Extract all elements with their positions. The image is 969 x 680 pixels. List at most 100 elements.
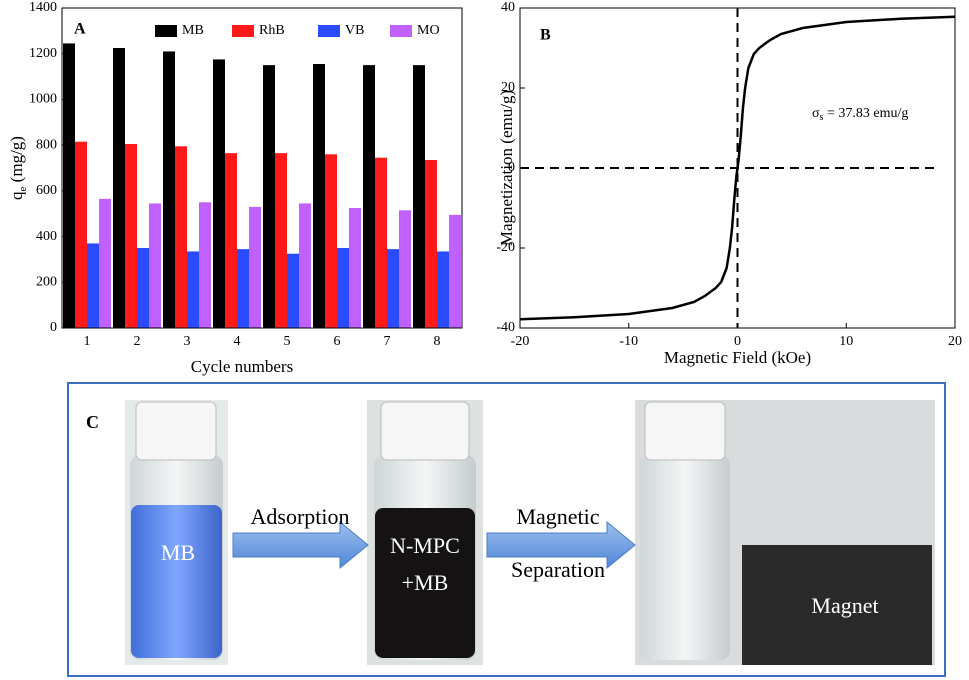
bar	[199, 202, 211, 328]
bar	[249, 206, 261, 328]
bar	[187, 251, 199, 328]
bar	[213, 59, 225, 329]
bar	[225, 153, 237, 328]
y-tick-label: 1400	[29, 0, 57, 15]
arrow	[232, 520, 369, 570]
cap	[135, 401, 217, 461]
y-tick-label: 40	[501, 0, 515, 15]
y-axis-label-part: q	[7, 191, 26, 200]
legend-label: MO	[417, 23, 440, 38]
annotation-sub: s	[820, 112, 824, 123]
bar	[437, 251, 449, 328]
liquid	[375, 508, 475, 658]
bar	[337, 248, 349, 328]
arrow-label: Adsorption	[251, 504, 350, 529]
legend-swatch	[318, 25, 340, 37]
magnet-block	[742, 545, 932, 665]
x-tick-label: 6	[334, 334, 341, 349]
y-tick-label: 800	[36, 137, 57, 152]
x-tick-label: 20	[948, 334, 962, 349]
bar	[149, 203, 161, 328]
legend-label: VB	[345, 23, 364, 38]
bar	[387, 249, 399, 328]
panel-label: B	[540, 27, 551, 44]
legend-label: MB	[182, 23, 204, 38]
data-line	[519, 15, 956, 321]
bar	[99, 198, 111, 328]
bar	[113, 48, 125, 328]
annotation: σs = 37.83 emu/g	[812, 106, 908, 123]
y-axis-label: qe (mg/g)	[7, 136, 29, 200]
y-tick-label: 20	[501, 80, 515, 95]
y-axis-label-part: (mg/g)	[7, 136, 26, 187]
x-axis-label: Magnetic Field (kOe)	[664, 348, 811, 367]
bar	[299, 203, 311, 328]
x-axis-label: Cycle numbers	[191, 357, 293, 376]
bar	[413, 65, 425, 329]
x-tick-label: 0	[734, 334, 741, 349]
bar	[287, 253, 299, 328]
cap	[380, 401, 470, 461]
x-tick-label: 2	[134, 334, 141, 349]
y-tick-label: 600	[36, 183, 57, 198]
vial-label: MB	[161, 540, 195, 565]
bar	[275, 153, 287, 328]
bar	[75, 141, 87, 328]
bar	[313, 64, 325, 328]
legend-swatch	[155, 25, 177, 37]
cap	[644, 401, 726, 461]
bar	[425, 160, 437, 328]
bar	[87, 243, 99, 328]
vial	[640, 455, 730, 660]
y-tick-label: 1000	[29, 92, 57, 107]
bar	[125, 144, 137, 328]
x-tick-label: 3	[184, 334, 191, 349]
vial-label: +MB	[402, 570, 449, 595]
x-tick-label: 1	[84, 334, 91, 349]
bar	[325, 154, 337, 328]
bar	[449, 214, 461, 328]
y-tick-label: -40	[496, 320, 515, 335]
bar	[363, 65, 375, 329]
y-axis-label: Magnetization (emu/g)	[497, 90, 516, 246]
x-tick-label: 8	[434, 334, 441, 349]
x-tick-label: -10	[619, 334, 638, 349]
panel-label: C	[86, 412, 99, 432]
plot-frame	[519, 7, 956, 329]
y-tick-label: -20	[496, 240, 515, 255]
y-tick-label: 0	[508, 160, 515, 175]
bar	[175, 146, 187, 328]
annotation-part: = 37.83 emu/g	[823, 106, 908, 121]
legend-swatch	[232, 25, 254, 37]
bar	[349, 208, 361, 328]
bar	[237, 249, 249, 328]
bar	[375, 157, 387, 328]
x-tick-label: 4	[234, 334, 241, 349]
panel-c: C MB Adsorption N-MPC +MB Magnetic Separ…	[67, 382, 946, 677]
x-tick-label: 5	[284, 334, 291, 349]
bar	[263, 65, 275, 329]
y-tick-label: 1200	[29, 46, 57, 61]
x-tick-label: -20	[511, 334, 530, 349]
x-tick-label: 10	[839, 334, 853, 349]
bar	[137, 248, 149, 328]
x-tick-label: 7	[384, 334, 391, 349]
plot-frame	[61, 7, 463, 329]
y-tick-label: 0	[50, 320, 57, 335]
bar	[163, 51, 175, 329]
bar	[63, 43, 75, 329]
y-axis-label-sub: e	[17, 186, 29, 191]
legend-swatch	[390, 25, 412, 37]
arrow-label: Separation	[511, 557, 605, 582]
y-tick-label: 400	[36, 229, 57, 244]
bar	[399, 210, 411, 328]
magnet-label: Magnet	[811, 593, 878, 618]
arrow-label: Magnetic	[516, 504, 599, 529]
annotation-part: σ	[812, 106, 820, 121]
panel-label: A	[74, 21, 86, 38]
y-tick-label: 200	[36, 275, 57, 290]
arrow	[486, 520, 636, 570]
liquid	[131, 505, 222, 658]
vial-label: N-MPC	[390, 533, 460, 558]
